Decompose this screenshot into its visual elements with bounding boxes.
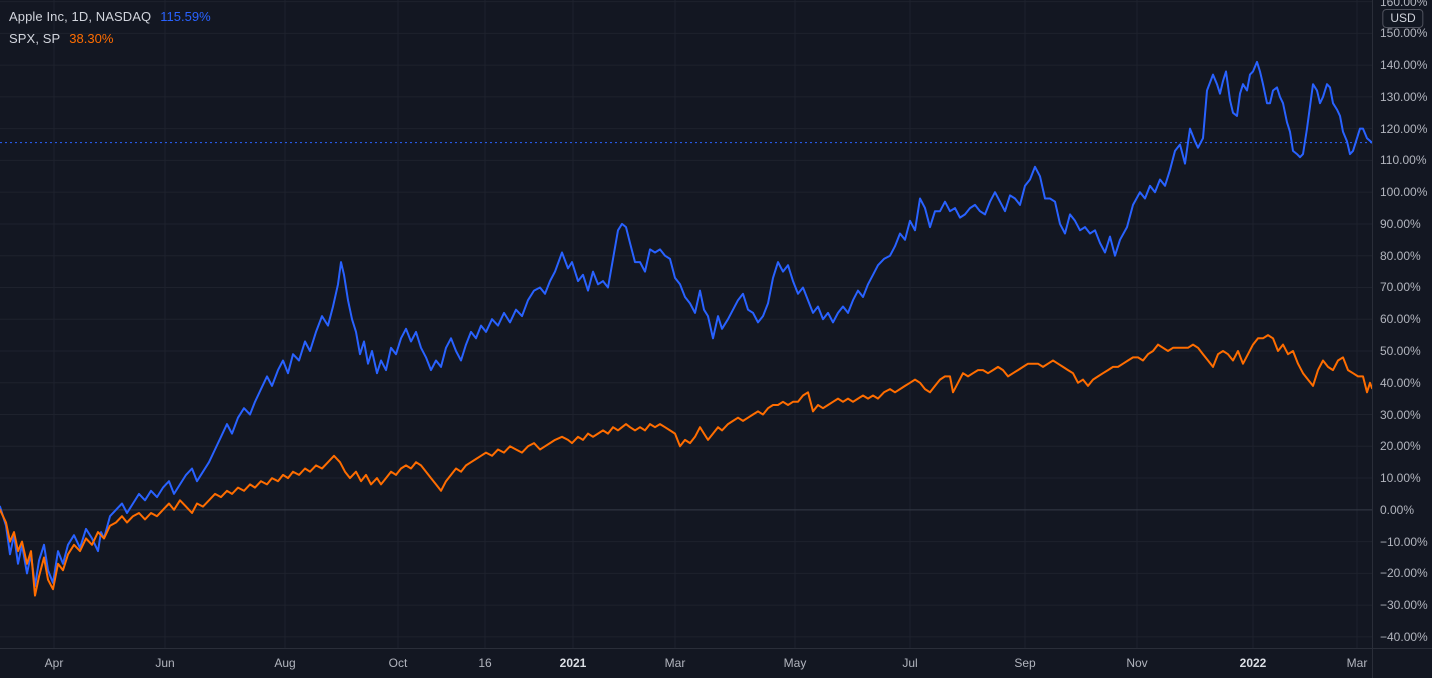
price-axis-tick: 50.00% xyxy=(1380,344,1421,358)
axis-corner-separator xyxy=(1372,649,1373,678)
price-axis-tick: 90.00% xyxy=(1380,217,1421,231)
price-axis-tick: −20.00% xyxy=(1380,566,1428,580)
spx-compare-line[interactable] xyxy=(0,334,1372,597)
time-axis-tick: Nov xyxy=(1126,656,1148,670)
price-axis-tick: 20.00% xyxy=(1380,439,1421,453)
apple-series-title: Apple Inc, 1D, NASDAQ xyxy=(9,8,152,24)
price-axis-tick: 40.00% xyxy=(1380,376,1421,390)
time-axis-tick: Apr xyxy=(44,656,64,670)
legend: Apple Inc, 1D, NASDAQ 115.59% SPX, SP 38… xyxy=(9,5,211,49)
legend-row-spx[interactable]: SPX, SP 38.30% xyxy=(9,27,211,49)
price-axis[interactable]: USD 160.00% 150.00% 140.00% 130.00% 120.00% 1… xyxy=(1372,0,1432,648)
price-axis-tick: 120.00% xyxy=(1380,122,1428,136)
price-axis-tick: 0.00% xyxy=(1380,503,1415,517)
price-axis-tick: 160.00% xyxy=(1380,0,1428,9)
price-axis-tick: 10.00% xyxy=(1380,471,1421,485)
price-axis-tick: −40.00% xyxy=(1380,630,1428,644)
time-axis-tick: Jun xyxy=(155,656,175,670)
price-axis-tick: 150.00% xyxy=(1380,26,1428,40)
price-axis-tick: 110.00% xyxy=(1380,153,1427,167)
time-axis-tick: Sep xyxy=(1014,656,1036,670)
time-axis[interactable]: Apr Jun Aug Oct 16 2021 Mar May Jul Sep Nov 2022 Mar xyxy=(0,648,1432,678)
time-axis-tick: Mar xyxy=(664,656,686,670)
price-axis-tick: 30.00% xyxy=(1380,408,1421,422)
price-axis-tick: 100.00% xyxy=(1380,185,1428,199)
apple-series-value: 115.59% xyxy=(160,8,211,24)
apple-price-line[interactable] xyxy=(0,60,1372,588)
spx-series-title: SPX, SP xyxy=(9,30,61,46)
legend-row-apple[interactable]: Apple Inc, 1D, NASDAQ 115.59% xyxy=(9,5,211,27)
time-axis-tick: Aug xyxy=(274,656,296,670)
time-axis-tick: 16 xyxy=(478,656,492,670)
spx-series-value: 38.30% xyxy=(69,30,114,46)
time-axis-tick: 2021 xyxy=(559,656,587,670)
time-axis-tick: 2022 xyxy=(1239,656,1267,670)
time-axis-tick: May xyxy=(783,656,807,670)
chart-canvas[interactable] xyxy=(0,0,1372,648)
price-axis-tick: 80.00% xyxy=(1380,249,1421,263)
price-axis-tick: −10.00% xyxy=(1380,535,1428,549)
time-axis-tick: Mar xyxy=(1346,656,1368,670)
price-axis-tick: 70.00% xyxy=(1380,280,1421,294)
currency-unit-button[interactable]: USD xyxy=(1382,9,1424,28)
price-axis-tick: 60.00% xyxy=(1380,312,1421,326)
price-axis-tick: 140.00% xyxy=(1380,58,1428,72)
time-axis-tick: Oct xyxy=(388,656,408,670)
time-axis-tick: Jul xyxy=(902,656,918,670)
price-axis-tick: 130.00% xyxy=(1380,90,1428,104)
price-axis-tick: −30.00% xyxy=(1380,598,1428,612)
